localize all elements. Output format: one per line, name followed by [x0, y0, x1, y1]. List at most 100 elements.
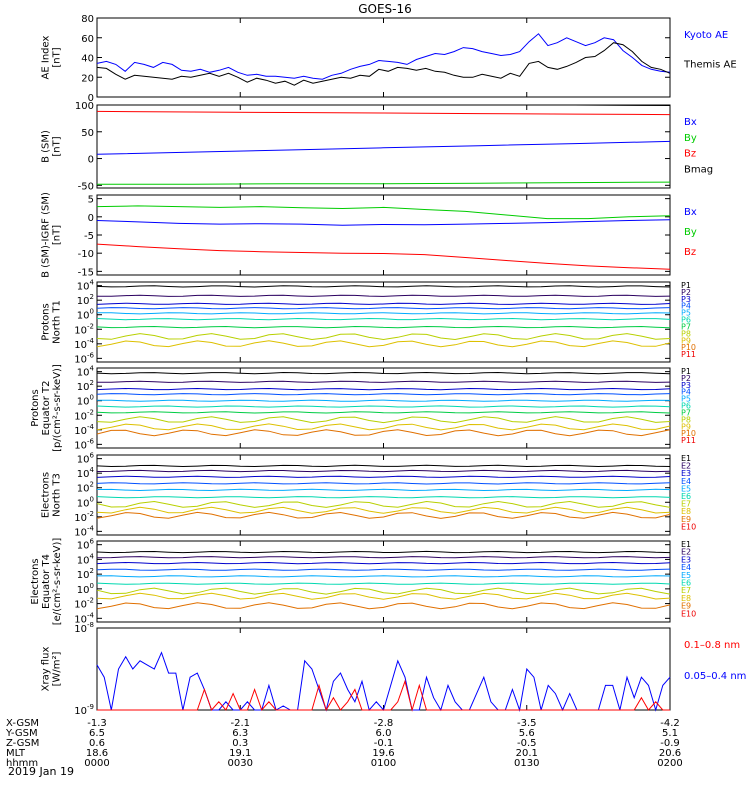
y-axis-label: Xray flux [41, 647, 52, 692]
y-tick-label: 80 [81, 14, 94, 25]
y-tick-label: 102 [77, 379, 94, 393]
y-tick-label: 104 [77, 279, 95, 293]
series-bz [96, 243, 671, 270]
x-axis-tick-value: -0.5 [517, 738, 537, 749]
x-axis-tick-value: 18.6 [86, 748, 108, 759]
panel-frame [96, 104, 671, 189]
series-bx [96, 140, 671, 155]
y-tick-label: 10-6 [74, 437, 94, 451]
legend-bz: Bz [684, 247, 696, 258]
channel-p2 [97, 380, 671, 383]
y-axis-label: Equator T2 [41, 381, 52, 436]
legend-p8: P8 [681, 415, 691, 424]
legend-e4: E4 [681, 477, 691, 486]
x-axis-tick-value: 20.6 [659, 748, 681, 759]
y-axis-label: North T1 [52, 300, 63, 344]
legend-p3: P3 [681, 295, 691, 304]
channel-e7 [96, 587, 671, 595]
channel-p2 [97, 294, 671, 297]
legend-e2: E2 [681, 548, 691, 557]
legend-p9: P9 [681, 336, 691, 345]
legend-0-05-0-4-nm: 0.05–0.4 nm [684, 671, 746, 682]
y-tick-label: 10-4 [74, 611, 94, 625]
x-axis-tick-value: 5.1 [662, 728, 678, 739]
y-axis-label: AE Index [41, 35, 52, 79]
channel-p8 [96, 333, 671, 341]
legend-p4: P4 [681, 302, 691, 311]
y-tick-label: 10-4 [74, 423, 94, 437]
y-tick-label: 100 [77, 495, 94, 509]
panel-ae: AE Index [nT] 0 20 40 60 80 Kyoto AE Themis AE [41, 14, 737, 104]
legend-p1: P1 [681, 367, 691, 376]
channel-p9 [96, 340, 671, 348]
x-axis-tick-value: 0030 [228, 758, 253, 769]
legend-p5: P5 [681, 395, 691, 404]
legend-p6: P6 [681, 402, 691, 411]
legend-p2: P2 [681, 288, 691, 297]
y-tick-label: 100 [77, 394, 94, 408]
channel-e9 [96, 602, 671, 610]
legend-themis-ae: Themis AE [683, 60, 737, 71]
series-bx [96, 219, 671, 226]
channel-e4 [96, 568, 671, 571]
y-tick-label: 5 [88, 195, 94, 206]
y-tick-label: 106 [77, 538, 95, 552]
legend-p11: P11 [681, 436, 696, 445]
series-kyoto-ae [96, 33, 671, 80]
y-tick-label: 102 [77, 567, 94, 581]
channel-p9 [96, 423, 671, 431]
channel-e5 [96, 575, 671, 578]
legend-e9: E9 [681, 602, 691, 611]
channel-p6 [96, 405, 671, 408]
legend-p4: P4 [681, 388, 691, 397]
x-axis-tick-value: -0.9 [660, 738, 680, 749]
y-tick-label: 50 [81, 128, 94, 139]
x-axis-row-label: MLT [6, 748, 26, 759]
y-axis-label: Protons [41, 303, 52, 340]
legend-p9: P9 [681, 422, 691, 431]
legend-p8: P8 [681, 329, 691, 338]
series-0-05-0-4-nm [96, 651, 671, 712]
channel-e1 [96, 550, 671, 554]
y-tick-label: -10 [78, 249, 94, 260]
x-axis-tick-value: 0130 [514, 758, 539, 769]
y-tick-label: 102 [77, 481, 94, 495]
x-axis-row-label: hhmm [6, 758, 38, 769]
channel-e7 [96, 500, 671, 508]
x-axis-tick-value: 6.5 [89, 728, 105, 739]
channel-p3 [96, 302, 671, 305]
channel-e6 [96, 496, 671, 499]
y-axis-label: [p/(cm²-s-sr-keV)] [52, 364, 63, 452]
legend-p2: P2 [681, 374, 691, 383]
series-bmag [97, 104, 671, 106]
y-tick-label: 0 [88, 93, 94, 104]
y-tick-label: 10-4 [74, 524, 94, 538]
x-axis-row-label: Y-GSM [5, 728, 38, 739]
y-axis-label: [nT] [52, 225, 63, 245]
legend-e7: E7 [681, 500, 691, 509]
channel-e4 [96, 482, 671, 485]
y-tick-label: 104 [77, 365, 95, 379]
y-axis-label: Protons [30, 389, 41, 426]
y-tick-label: 60 [81, 34, 94, 45]
channel-p5 [96, 399, 671, 402]
legend-e6: E6 [681, 579, 691, 588]
y-tick-label: 0 [88, 213, 94, 224]
panel-frame [96, 454, 671, 536]
y-tick-label: 10-2 [74, 322, 94, 336]
y-tick-label: 10-8 [74, 621, 94, 635]
legend-e1: E1 [681, 540, 691, 549]
panel-frame [96, 367, 671, 449]
legend-0-1-0-8-nm: 0.1–0.8 nm [684, 640, 740, 651]
channel-e3 [96, 475, 671, 478]
x-axis-tick-value: -4.2 [660, 718, 680, 729]
panel-frame [96, 627, 671, 711]
legend-e2: E2 [681, 462, 691, 471]
panel-en: Electrons North T310610410210010-210-4E1E… [41, 452, 697, 539]
x-axis-tick-value: 0100 [371, 758, 396, 769]
y-axis-label: [nT] [52, 136, 63, 156]
legend-e7: E7 [681, 586, 691, 595]
